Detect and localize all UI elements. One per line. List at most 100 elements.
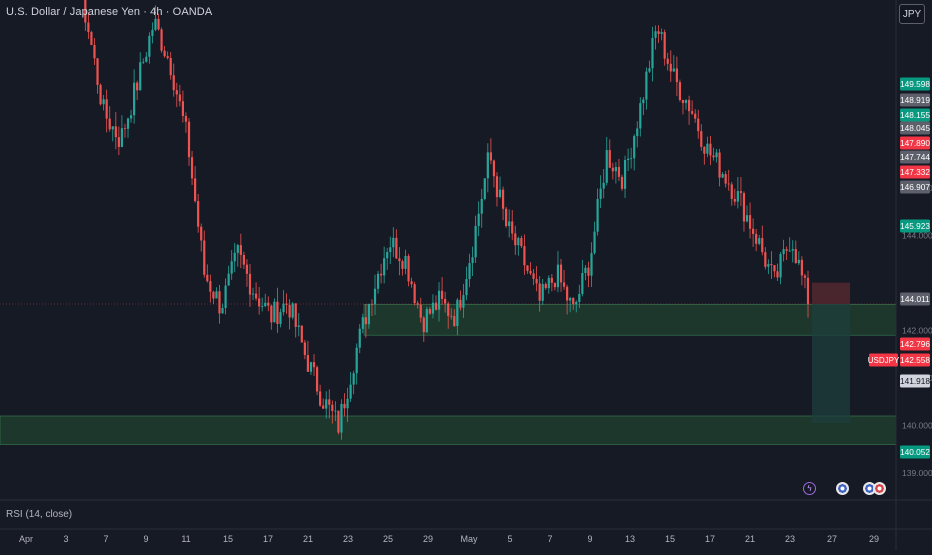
- candle-body: [279, 312, 282, 324]
- rsi-indicator-label[interactable]: RSI (14, close): [6, 509, 73, 520]
- candle-body: [267, 302, 270, 306]
- candle-body: [480, 198, 483, 214]
- candle-body: [626, 158, 630, 161]
- candle-body: [471, 257, 474, 264]
- candle-body: [742, 193, 746, 222]
- candle-body: [254, 293, 258, 299]
- candle-body: [440, 290, 444, 299]
- candle-body: [242, 254, 245, 265]
- take-profit-area: [812, 303, 850, 424]
- candle-body: [139, 62, 142, 91]
- candle-body: [666, 58, 669, 64]
- candle-body: [270, 305, 273, 323]
- short-position-tool[interactable]: [812, 282, 850, 424]
- x-tick-label: 9: [143, 534, 148, 544]
- candle-body: [657, 31, 660, 34]
- currency-button[interactable]: JPY: [899, 4, 925, 24]
- candle-body: [535, 278, 538, 284]
- candle-body: [739, 191, 743, 194]
- candle-body: [172, 75, 175, 91]
- candle-body: [684, 99, 688, 104]
- candle-body: [581, 273, 584, 294]
- price-label: 149.598: [900, 79, 930, 89]
- price-label-box: [900, 93, 930, 107]
- candle-body: [803, 275, 807, 278]
- candle-body: [675, 68, 678, 83]
- candle-body: [392, 237, 395, 248]
- candle-body: [105, 99, 108, 119]
- candle-body: [730, 184, 733, 199]
- y-tick-label: 140.000: [902, 421, 932, 431]
- x-tick-label: 15: [223, 534, 233, 544]
- candle-body: [437, 290, 441, 310]
- candle-body: [489, 152, 492, 161]
- candle-body: [364, 317, 367, 325]
- y-tick-label: 139.000: [902, 468, 932, 478]
- candle-body: [547, 277, 550, 289]
- x-tick-label: 25: [383, 534, 393, 544]
- candle-body: [477, 213, 480, 226]
- candle-body: [483, 178, 486, 199]
- candle-body: [468, 263, 471, 280]
- support-zone-lower: [0, 415, 897, 445]
- candle-body: [181, 101, 185, 116]
- candle-body: [203, 240, 206, 275]
- candle-body: [96, 58, 99, 85]
- candle-body: [712, 155, 715, 158]
- price-label: 144.011: [900, 294, 930, 304]
- candle-body: [660, 32, 663, 34]
- candle-body: [620, 176, 624, 189]
- candle-body: [224, 285, 227, 308]
- candle-body: [779, 254, 782, 278]
- price-label: 148.155: [900, 110, 930, 120]
- candle-body: [373, 288, 377, 305]
- x-tick-label: 3: [63, 534, 68, 544]
- us-flag-event-icon[interactable]: [873, 482, 886, 495]
- candle-body: [111, 126, 114, 130]
- stop-loss-area: [812, 282, 850, 304]
- candle-body: [584, 267, 587, 274]
- candle-body: [645, 71, 648, 100]
- lightning-icon[interactable]: ϟ: [803, 482, 816, 495]
- candle-body: [566, 286, 569, 301]
- candle-body: [633, 136, 636, 159]
- candle-body: [178, 94, 181, 102]
- candle-body: [184, 115, 188, 122]
- candle-body: [718, 152, 721, 178]
- candle-body: [511, 221, 514, 234]
- candle-body: [154, 18, 157, 30]
- price-label-box: [900, 445, 930, 459]
- y-tick-label: 144.000: [902, 231, 932, 241]
- x-tick-label: 29: [869, 534, 879, 544]
- candle-body: [312, 362, 316, 368]
- candle-body: [126, 118, 130, 129]
- candle-body: [556, 264, 560, 288]
- candle-body: [538, 283, 541, 301]
- price-label: 146.907: [900, 182, 930, 192]
- candle-body: [297, 325, 300, 327]
- candle-body: [212, 291, 215, 299]
- us-flag-event-icon[interactable]: [836, 482, 849, 495]
- candle-body: [123, 128, 127, 129]
- candle-body: [227, 273, 230, 286]
- candle-body: [758, 238, 761, 244]
- candle-body: [623, 160, 627, 189]
- price-label: 147.890: [900, 138, 930, 148]
- candle-body: [218, 291, 221, 314]
- candle-body: [276, 301, 279, 324]
- price-label: 142.796: [900, 339, 930, 349]
- candle-body: [776, 271, 779, 278]
- candle-body: [187, 121, 191, 158]
- candle-body: [215, 291, 218, 299]
- candle-body: [294, 303, 297, 327]
- candle-body: [151, 29, 154, 36]
- candle-body: [282, 303, 285, 313]
- candle-body: [410, 281, 413, 285]
- candle-body: [569, 298, 572, 301]
- candle-body: [129, 115, 133, 119]
- price-label: 147.744: [900, 152, 930, 162]
- candle-body: [745, 215, 749, 222]
- candle-body: [309, 362, 313, 372]
